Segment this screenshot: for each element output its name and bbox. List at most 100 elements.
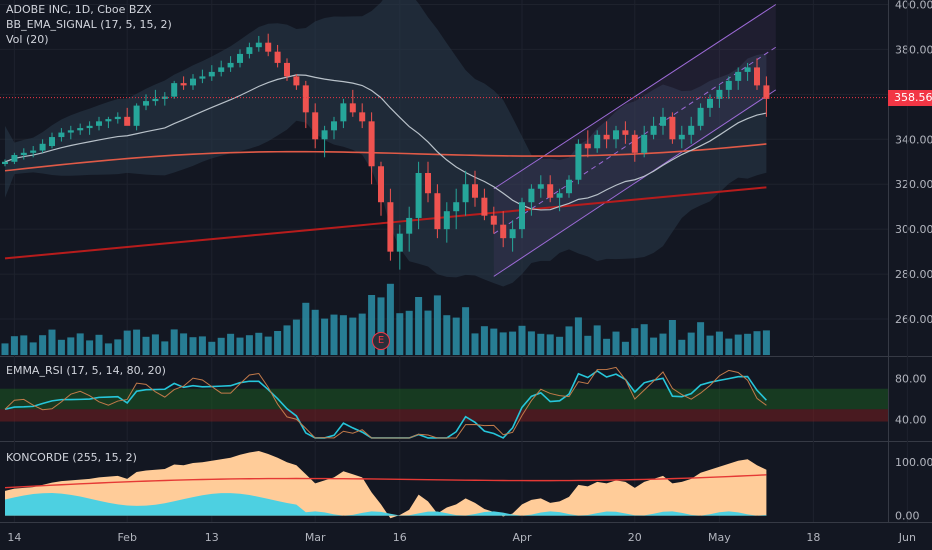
candle-body (613, 130, 619, 140)
candle-body (133, 105, 140, 126)
candle-body (697, 107, 704, 126)
rsi-legend: EMMA_RSI (17, 5, 14, 80, 20) (6, 363, 166, 378)
volume-bar (227, 333, 235, 355)
candle-body (566, 179, 572, 194)
candle-body (359, 112, 366, 122)
x-tick-label: Mar (305, 531, 326, 544)
candle-body (519, 202, 525, 230)
volume-bar (462, 307, 470, 355)
candle-body (490, 215, 497, 225)
candle-body (678, 134, 685, 140)
candle-body (143, 101, 149, 106)
candle-body (11, 155, 18, 162)
candle-body (415, 173, 422, 218)
bollinger-band (5, 0, 767, 287)
volume-bar (189, 337, 197, 355)
candle-body (660, 116, 666, 126)
earnings-marker[interactable]: E (372, 332, 390, 350)
volume-bar (471, 333, 479, 355)
volume-bar (151, 334, 159, 355)
volume-bar (396, 313, 404, 355)
x-tick-label: 18 (806, 531, 820, 544)
volume-bars (1, 283, 770, 355)
candle-body (30, 150, 37, 153)
x-tick-label: Jun (898, 531, 916, 544)
candle-body (77, 128, 84, 131)
volume-bar (292, 319, 300, 355)
volume-bar (170, 329, 178, 355)
volume-bar (208, 341, 216, 355)
volume-bar (274, 331, 282, 355)
volume-bar (744, 333, 752, 355)
candle-body (218, 67, 225, 72)
ma20-line (4, 74, 767, 211)
candle-body (349, 103, 356, 113)
volume-bar (386, 283, 394, 355)
candle-body (509, 229, 516, 239)
candle-body (735, 71, 742, 81)
channel-upper (493, 4, 777, 190)
legend-bb: BB_EMA_SIGNAL (17, 5, 15, 2) (6, 18, 172, 31)
y-tick-label: 100.00 (895, 456, 932, 469)
candle-body (274, 51, 281, 63)
volume-bar (161, 341, 169, 355)
volume-bar (715, 331, 723, 355)
volume-bar (612, 331, 620, 355)
volume-bar (29, 342, 37, 355)
candle-body (312, 112, 319, 140)
volume-bar (67, 337, 75, 355)
candle-body (453, 202, 460, 212)
candle-body (425, 173, 431, 194)
rsi-band-lower (0, 409, 888, 422)
y-tick-label: 80.00 (895, 373, 927, 386)
volume-bar (48, 329, 56, 355)
candle-body (284, 62, 290, 77)
volume-bar (142, 336, 150, 355)
ma200-line (4, 186, 767, 260)
candle-body (321, 130, 328, 140)
x-tick-label: Feb (117, 531, 136, 544)
volume-bar (123, 330, 131, 355)
volume-bar (574, 317, 582, 355)
candle-body (114, 116, 121, 120)
candle-body (669, 116, 676, 140)
volume-bar (509, 331, 517, 355)
y-tick-label: 280.00 (895, 268, 932, 281)
candle-body (293, 76, 300, 86)
candle-body (39, 143, 46, 151)
volume-bar (668, 320, 676, 355)
candle-body (237, 53, 243, 63)
y-tick-label: 400.00 (895, 0, 932, 11)
candle-body (528, 188, 535, 203)
candle-body (387, 202, 394, 252)
y-tick-label: 300.00 (895, 223, 932, 236)
candle-body (556, 193, 563, 198)
candle-body (547, 184, 554, 198)
volume-bar (556, 336, 564, 355)
konc-legend: KONCORDE (255, 15, 2) (6, 450, 137, 465)
candle-body (302, 85, 309, 113)
rsi-pane: 80.00 40.00 (0, 373, 927, 427)
candle-body (180, 83, 187, 86)
candle-body (434, 193, 441, 230)
candle-body (340, 103, 347, 122)
volume-bar (405, 310, 413, 355)
candle-body (744, 67, 751, 72)
volume-bar (10, 336, 18, 355)
channel-lower (493, 89, 777, 277)
candle-body (227, 62, 234, 68)
candle-body (763, 85, 770, 99)
legend-konc: KONCORDE (255, 15, 2) (6, 451, 137, 464)
candle-body (331, 121, 337, 131)
volume-bar (114, 339, 122, 355)
candle-body (688, 125, 695, 135)
legend-symbol: ADOBE INC, 1D, Cboe BZX (6, 3, 152, 16)
last-price-tag: 358.56 (888, 89, 932, 106)
volume-bar (518, 325, 526, 355)
candle-body (631, 134, 638, 153)
candle-body (472, 184, 478, 198)
volume-bar (133, 329, 141, 355)
y-tick-label: 40.00 (895, 414, 927, 427)
candle-body (443, 211, 450, 230)
